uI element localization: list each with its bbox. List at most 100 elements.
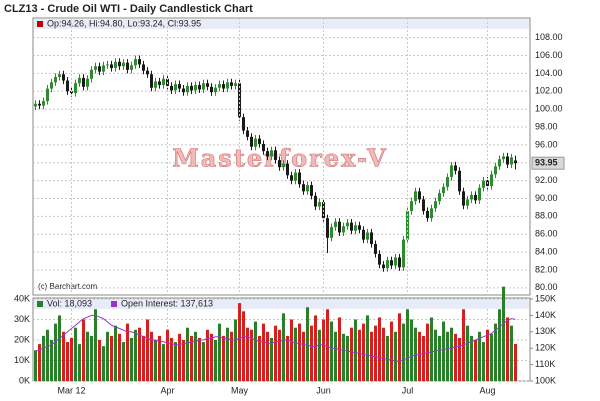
volume-bar bbox=[258, 335, 261, 381]
candle-body bbox=[358, 225, 361, 230]
volume-bar bbox=[198, 337, 201, 381]
candle-body bbox=[138, 59, 141, 65]
volume-bar bbox=[86, 331, 89, 381]
volume-bar bbox=[38, 344, 41, 381]
volume-bar bbox=[134, 329, 137, 381]
volume-bar bbox=[390, 321, 393, 381]
candle-body bbox=[58, 74, 61, 77]
volume-bar bbox=[146, 319, 149, 381]
candle-body bbox=[446, 177, 449, 187]
volume-bar bbox=[74, 327, 77, 381]
candle-body bbox=[326, 218, 329, 238]
x-tick-label: Apr bbox=[160, 385, 174, 395]
candle-body bbox=[114, 61, 117, 69]
candle-body bbox=[98, 66, 101, 72]
candle-body bbox=[398, 257, 401, 268]
candle-body bbox=[82, 77, 85, 87]
candle-body bbox=[246, 130, 249, 137]
candle-body bbox=[350, 222, 353, 231]
candle-body bbox=[482, 180, 485, 188]
candle-body bbox=[234, 83, 237, 86]
candle-body bbox=[494, 166, 497, 175]
candle-body bbox=[310, 185, 313, 196]
candle-body bbox=[342, 226, 345, 233]
volume-bar bbox=[490, 333, 493, 381]
volume-bar bbox=[442, 321, 445, 381]
legend-swatch bbox=[37, 301, 43, 307]
volume-bar bbox=[314, 315, 317, 381]
volume-bar bbox=[466, 325, 469, 381]
candle-body bbox=[510, 157, 513, 165]
candle-body bbox=[454, 165, 457, 171]
candle-body bbox=[190, 85, 193, 91]
volume-bar bbox=[394, 331, 397, 381]
volume-bar bbox=[218, 323, 221, 381]
volume-bar bbox=[346, 335, 349, 381]
candle-body bbox=[382, 264, 385, 269]
y-tick-label: 100.00 bbox=[535, 104, 563, 114]
price-legend: Op:94.26, Hi:94.80, Lo:93.24, Cl:93.95 bbox=[47, 18, 201, 28]
volume-bar bbox=[334, 331, 337, 381]
candle-body bbox=[34, 103, 37, 107]
volume-bar bbox=[426, 323, 429, 381]
volume-bar bbox=[286, 335, 289, 381]
volume-bar bbox=[158, 335, 161, 381]
volume-bar bbox=[398, 313, 401, 381]
volume-bar bbox=[70, 337, 73, 381]
volume-bar bbox=[150, 331, 153, 381]
candle-body bbox=[370, 232, 373, 245]
volume-bar bbox=[138, 327, 141, 381]
candle-body bbox=[354, 225, 357, 231]
volume-bar bbox=[130, 337, 133, 381]
volume-bar bbox=[362, 323, 365, 381]
volume-bar bbox=[270, 337, 273, 381]
y2-tick-label: 110K bbox=[535, 359, 555, 369]
candle-body bbox=[266, 151, 269, 157]
candle-body bbox=[214, 87, 217, 93]
volume-bar bbox=[482, 342, 485, 381]
volume-bar bbox=[98, 340, 101, 381]
legend-strip bbox=[34, 19, 529, 29]
candle-body bbox=[126, 62, 129, 70]
y-tick-label: 90.00 bbox=[535, 193, 558, 203]
volume-bar bbox=[190, 335, 193, 381]
candle-body bbox=[470, 194, 473, 200]
volume-bar bbox=[246, 327, 249, 381]
y-tick-label: 102.00 bbox=[535, 86, 563, 96]
volume-bar bbox=[250, 329, 253, 381]
candle-body bbox=[490, 174, 493, 186]
volume-bar bbox=[58, 315, 61, 381]
volume-bar bbox=[274, 325, 277, 381]
candle-body bbox=[414, 191, 417, 202]
legend-label: Open Interest: 137,613 bbox=[121, 298, 213, 308]
volume-bar bbox=[46, 329, 49, 381]
volume-bar bbox=[302, 331, 305, 381]
candle-body bbox=[174, 84, 177, 91]
volume-bar bbox=[342, 333, 345, 381]
candle-body bbox=[146, 70, 149, 75]
volume-bar bbox=[354, 319, 357, 381]
credit: (c) Barchart.com bbox=[38, 282, 97, 291]
volume-bar bbox=[126, 323, 129, 381]
candle-body bbox=[306, 185, 309, 192]
y-tick-label: 104.00 bbox=[535, 68, 563, 78]
volume-bar bbox=[494, 323, 497, 381]
volume-bar bbox=[374, 325, 377, 381]
volume-bar bbox=[122, 342, 125, 381]
volume-bar bbox=[410, 319, 413, 381]
volume-bar bbox=[162, 344, 165, 381]
volume-bar bbox=[106, 331, 109, 381]
volume-bar bbox=[294, 327, 297, 381]
candle-body bbox=[134, 59, 137, 66]
candle-body bbox=[222, 84, 225, 89]
candle-body bbox=[426, 211, 429, 219]
volume-bar bbox=[90, 335, 93, 381]
candle-body bbox=[282, 163, 285, 168]
x-tick-label: Mar 12 bbox=[57, 385, 85, 395]
candle-body bbox=[238, 83, 241, 118]
candle-body bbox=[122, 62, 125, 67]
volume-bar bbox=[182, 340, 185, 381]
volume-bar bbox=[226, 327, 229, 381]
candle-body bbox=[434, 201, 437, 209]
y2-tick-label: 100K bbox=[535, 375, 556, 385]
